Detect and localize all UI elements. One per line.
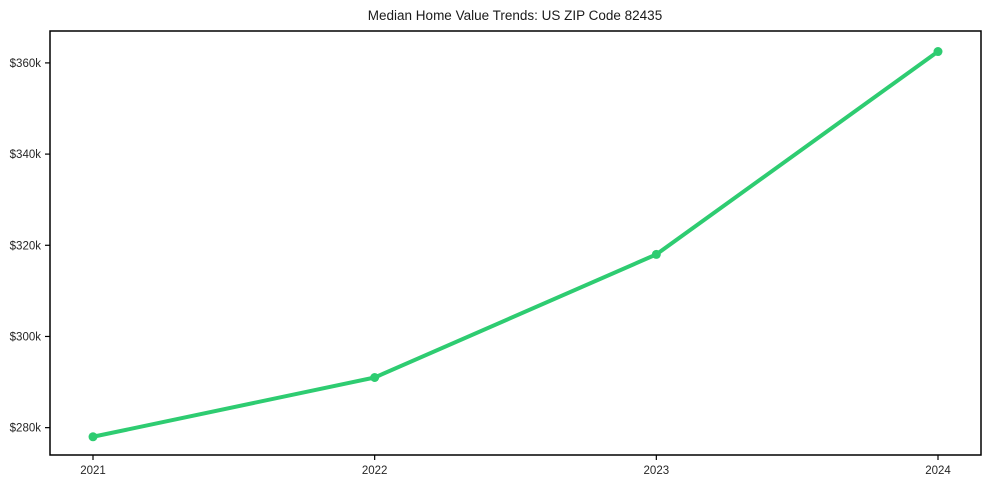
y-tick-label: $320k (10, 240, 42, 252)
x-tick-label: 2023 (644, 465, 670, 477)
data-point-marker (651, 249, 661, 259)
chart-title: Median Home Value Trends: US ZIP Code 82… (368, 8, 662, 23)
x-tick-label: 2022 (362, 465, 388, 477)
plot-border (49, 30, 982, 456)
plot-area: $280k $300k $320k $340k $360k 2021 2022 2023 202… (10, 30, 982, 477)
x-tick-label: 2021 (80, 465, 106, 477)
y-tick-label: $280k (10, 423, 42, 435)
data-point-marker (370, 372, 380, 382)
data-point-marker (88, 432, 98, 442)
x-tick-label: 2024 (925, 465, 951, 477)
y-tick-label: $300k (10, 331, 42, 343)
data-point-marker (933, 47, 943, 57)
y-tick-label: $340k (10, 149, 42, 161)
y-tick-label: $360k (10, 58, 42, 70)
trend-line (91, 49, 940, 439)
